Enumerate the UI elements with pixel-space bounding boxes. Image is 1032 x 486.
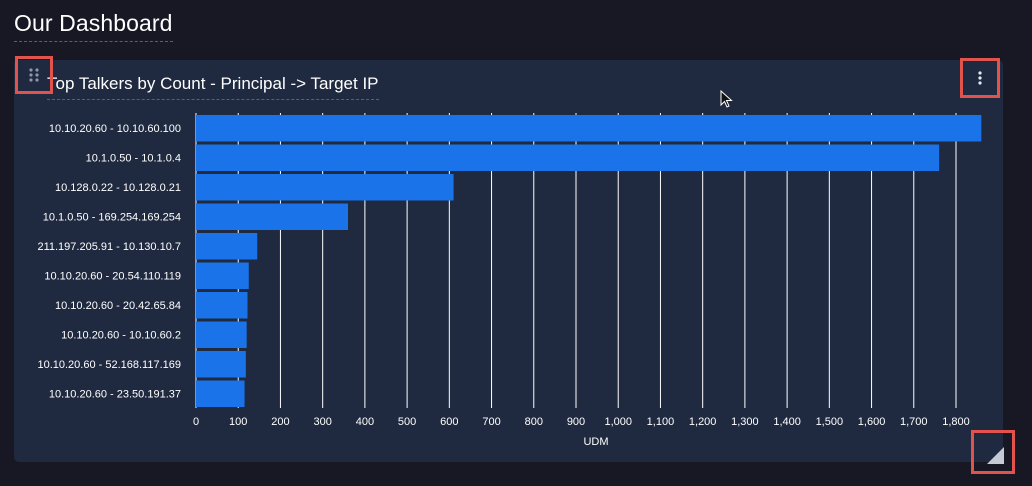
x-tick-label: 1,500 (816, 416, 844, 428)
widget-title: Top Talkers by Count - Principal -> Targ… (47, 74, 379, 100)
x-tick-label: 300 (313, 416, 331, 428)
bar (196, 262, 249, 289)
x-tick-label: 800 (525, 416, 543, 428)
x-tick-label: 400 (356, 416, 374, 428)
y-category-label: 10.10.20.60 - 20.54.110.119 (44, 270, 181, 282)
x-tick-label: 1,700 (900, 416, 928, 428)
bar (196, 351, 246, 378)
y-category-label: 10.10.20.60 - 20.42.65.84 (55, 300, 181, 312)
x-tick-label: 900 (567, 416, 585, 428)
y-category-label: 10.128.0.22 - 10.128.0.21 (55, 182, 181, 194)
x-tick-label: 1,300 (731, 416, 759, 428)
bar (196, 144, 940, 171)
more-vert-icon[interactable] (960, 58, 1000, 98)
x-tick-label: 700 (482, 416, 500, 428)
y-category-label: 10.10.20.60 - 10.10.60.2 (61, 329, 181, 341)
x-tick-label: 0 (193, 416, 199, 428)
x-tick-label: 1,100 (647, 416, 675, 428)
y-category-label: 10.10.20.60 - 23.50.191.37 (49, 388, 181, 400)
bar (196, 292, 248, 319)
dashboard-title: Our Dashboard (14, 10, 173, 42)
y-category-label: 10.1.0.50 - 169.254.169.254 (43, 211, 181, 223)
bar (196, 321, 247, 348)
drag-handle-icon[interactable] (15, 56, 53, 94)
resize-corner-icon[interactable] (971, 430, 1015, 474)
y-category-label: 10.1.0.50 - 10.1.0.4 (86, 152, 181, 164)
bar (196, 380, 245, 407)
x-tick-label: 500 (398, 416, 416, 428)
x-tick-label: 1,200 (689, 416, 717, 428)
bar (196, 233, 258, 260)
mouse-cursor-icon (720, 89, 734, 115)
x-axis-label: UDM (583, 436, 608, 448)
x-tick-label: 100 (229, 416, 247, 428)
bar (196, 203, 348, 230)
y-category-label: 211.197.205.91 - 10.130.10.7 (37, 241, 181, 253)
y-category-label: 10.10.20.60 - 52.168.117.169 (37, 359, 181, 371)
x-tick-label: 1,800 (942, 416, 970, 428)
x-tick-label: 1,000 (604, 416, 632, 428)
bar (196, 115, 982, 142)
bar (196, 174, 454, 201)
x-tick-label: 600 (440, 416, 458, 428)
x-tick-label: 1,600 (858, 416, 886, 428)
x-tick-label: 200 (271, 416, 289, 428)
y-category-label: 10.10.20.60 - 10.10.60.100 (49, 123, 181, 135)
x-tick-label: 1,400 (773, 416, 801, 428)
